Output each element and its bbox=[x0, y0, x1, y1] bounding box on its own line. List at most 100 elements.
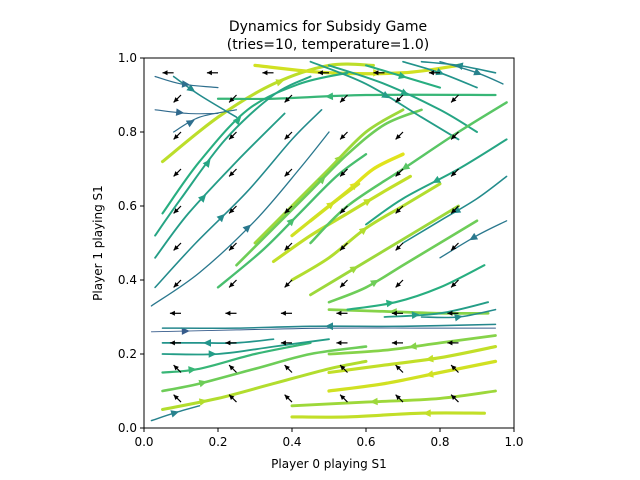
quiver-arrow-head bbox=[225, 340, 231, 346]
quiver-arrow-head bbox=[229, 245, 235, 251]
quiver-arrow-head bbox=[340, 394, 346, 400]
streamline-arrowhead bbox=[186, 84, 196, 92]
quiver-arrow-head bbox=[173, 97, 179, 103]
streamline-arrowhead bbox=[408, 342, 417, 350]
quiver-arrow-head bbox=[395, 208, 401, 214]
streamline-arrowhead bbox=[401, 162, 411, 171]
quiver-arrow-head bbox=[395, 171, 401, 177]
streamline bbox=[161, 71, 349, 215]
quiver-arrows-group bbox=[162, 70, 459, 403]
quiver-arrow-head bbox=[340, 171, 346, 177]
streamline-arrowhead bbox=[369, 397, 378, 406]
quiver-arrow-head bbox=[225, 310, 231, 316]
x-tick-label: 0.6 bbox=[356, 435, 375, 449]
quiver-arrow-head bbox=[162, 70, 168, 76]
streamline bbox=[160, 62, 375, 164]
x-tick-label: 0.2 bbox=[208, 435, 227, 449]
streamline bbox=[328, 64, 478, 133]
streamline bbox=[253, 108, 405, 245]
streamline bbox=[161, 338, 330, 356]
streamline bbox=[173, 109, 238, 133]
y-tick-label: 1.0 bbox=[118, 51, 137, 65]
quiver-arrow-head bbox=[451, 171, 457, 177]
quiver-arrow-head bbox=[395, 97, 401, 103]
y-tick-label: 0.8 bbox=[118, 125, 137, 139]
streamline bbox=[290, 389, 497, 408]
x-tick-label: 0.0 bbox=[134, 435, 153, 449]
streamline-arrowhead bbox=[469, 232, 479, 241]
streamline-arrowhead bbox=[203, 339, 211, 347]
quiver-arrow-head bbox=[451, 282, 457, 288]
streamline-arrowhead bbox=[358, 227, 368, 235]
streamline-arrowhead bbox=[398, 71, 407, 79]
x-axis-label: Player 0 playing S1 bbox=[271, 457, 387, 471]
x-tick-label: 1.0 bbox=[504, 435, 523, 449]
y-tick-label: 0.2 bbox=[118, 347, 137, 361]
quiver-arrow-head bbox=[451, 134, 457, 140]
streamline-arrowhead bbox=[473, 68, 482, 76]
quiver-arrow-head bbox=[173, 134, 179, 140]
quiver-arrow-head bbox=[395, 394, 401, 400]
streamline-arrowhead bbox=[185, 120, 195, 128]
streamline-arrowhead bbox=[386, 299, 395, 308]
streamline-arrowhead bbox=[326, 201, 335, 210]
streamlines-group bbox=[150, 60, 508, 422]
streamline bbox=[327, 345, 498, 375]
streamline-arrowhead bbox=[454, 314, 463, 322]
quiver-arrow-head bbox=[284, 134, 290, 140]
streamline bbox=[150, 131, 330, 307]
y-axis-label: Player 1 playing S1 bbox=[91, 185, 105, 301]
quiver-arrow-head bbox=[336, 340, 342, 346]
quiver-arrow-head bbox=[173, 171, 179, 177]
streamline-arrowhead bbox=[198, 398, 208, 406]
quiver-arrow-head bbox=[391, 340, 397, 346]
quiver-arrow-head bbox=[229, 171, 235, 177]
streamline-arrowhead bbox=[232, 116, 242, 126]
streamline-arrowhead bbox=[170, 410, 180, 418]
quiver-arrow-head bbox=[173, 282, 179, 288]
quiver-arrow-head bbox=[340, 208, 346, 214]
quiver-arrow-head bbox=[280, 310, 286, 316]
quiver-arrow-head bbox=[280, 340, 286, 346]
streamline-arrowhead bbox=[181, 327, 190, 335]
chart-title: Dynamics for Subsidy Game bbox=[229, 19, 427, 35]
plot-frame bbox=[143, 57, 515, 429]
quiver-arrow-head bbox=[340, 365, 346, 371]
streamline-arrowhead bbox=[317, 176, 326, 185]
quiver-arrow-head bbox=[340, 245, 346, 251]
streamline bbox=[172, 75, 238, 118]
quiver-arrow-head bbox=[451, 97, 457, 103]
quiver-arrow-head bbox=[395, 282, 401, 288]
quiver-arrow-head bbox=[284, 282, 290, 288]
streamline-arrowhead bbox=[425, 354, 434, 363]
quiver-arrow-head bbox=[229, 208, 235, 214]
streamline-arrowhead bbox=[175, 108, 185, 116]
quiver-arrow-head bbox=[451, 245, 457, 251]
streamline-arrowhead bbox=[411, 311, 420, 319]
streamline bbox=[327, 359, 498, 393]
quiver-arrow-head bbox=[340, 134, 346, 140]
quiver-arrow-head bbox=[447, 310, 453, 316]
streamline bbox=[327, 308, 490, 315]
streamline bbox=[365, 138, 508, 226]
quiver-arrow-head bbox=[229, 365, 235, 371]
quiver-arrow-head bbox=[173, 208, 179, 214]
quiver-arrow-head bbox=[428, 70, 434, 76]
quiver-arrow-head bbox=[284, 365, 290, 371]
streamline bbox=[154, 75, 219, 89]
quiver-arrow-head bbox=[340, 282, 346, 288]
quiver-arrow-head bbox=[229, 282, 235, 288]
y-tick-label: 0.4 bbox=[118, 273, 137, 287]
quiver-arrow-head bbox=[451, 394, 457, 400]
streamline bbox=[235, 108, 423, 267]
streamline-arrowhead bbox=[363, 198, 372, 207]
quiver-arrow-head bbox=[284, 394, 290, 400]
streamline bbox=[154, 109, 219, 115]
streamline bbox=[271, 174, 412, 264]
streamline bbox=[154, 75, 312, 237]
streamline-arrowhead bbox=[381, 91, 391, 99]
streamline-arrowhead bbox=[325, 92, 334, 101]
streamline-arrowhead bbox=[216, 213, 225, 223]
quiver-arrow-head bbox=[206, 70, 212, 76]
